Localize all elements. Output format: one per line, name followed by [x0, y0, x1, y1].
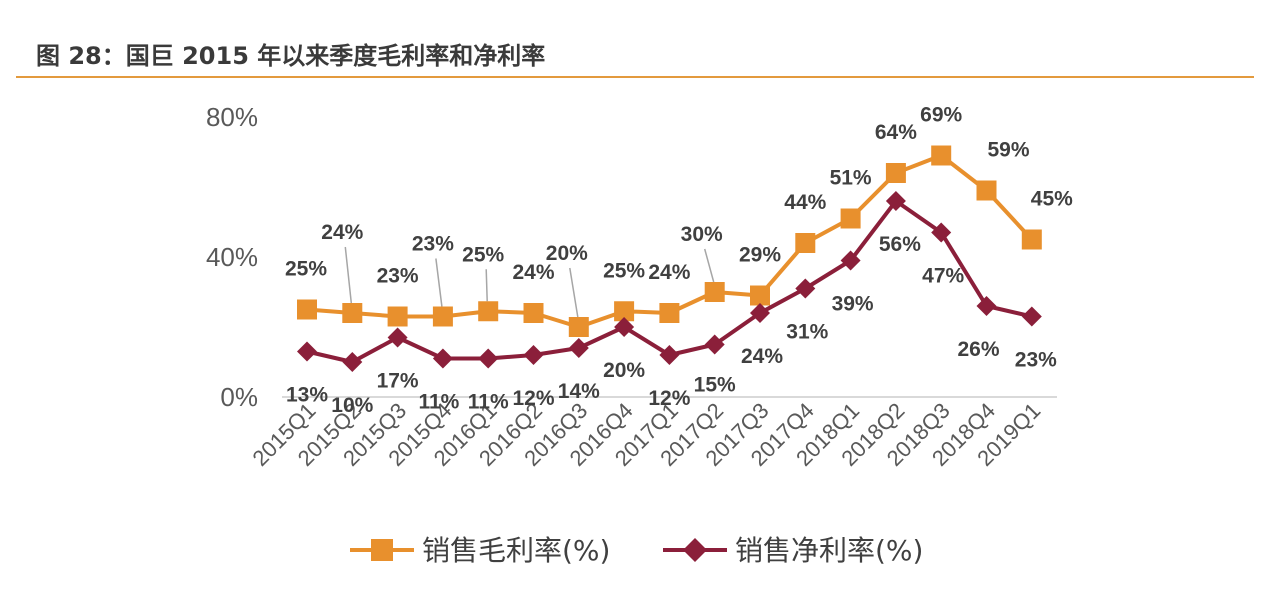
title-divider	[16, 76, 1254, 78]
legend-square-marker	[371, 539, 393, 561]
gross-margin-point	[659, 303, 680, 323]
net-margin-label: 20%	[603, 359, 645, 382]
y-tick-label: 40%	[206, 242, 258, 272]
net-margin-point	[432, 348, 453, 369]
gross-margin-point	[432, 306, 453, 327]
gross-margin-point	[297, 299, 317, 320]
legend-label: 销售毛利率(%)	[422, 534, 610, 567]
gross-margin-point	[1021, 229, 1042, 250]
gross-margin-point	[840, 208, 861, 229]
series-net-margin	[297, 191, 1042, 372]
gross-margin-point	[704, 282, 725, 302]
gross-margin-point	[523, 303, 544, 323]
net-margin-label: 56%	[879, 233, 921, 256]
net-margin-label: 24%	[741, 345, 783, 368]
label-leader-line	[703, 248, 715, 283]
net-margin-label: 10%	[331, 394, 373, 417]
y-tick-label: 80%	[206, 102, 258, 132]
gross-margin-point	[885, 163, 906, 183]
legend-label: 销售净利率(%)	[735, 534, 923, 567]
legend-diamond-marker	[683, 538, 707, 562]
legend: 销售毛利率(%) 销售净利率(%)	[350, 534, 923, 567]
gross-margin-label: 64%	[875, 121, 917, 144]
net-margin-label: 11%	[418, 391, 459, 414]
net-margin-label: 13%	[286, 384, 328, 407]
legend-item-net-margin: 销售净利率(%)	[663, 534, 923, 567]
gross-margin-label: 44%	[784, 191, 826, 214]
gross-margin-label: 59%	[987, 139, 1029, 162]
net-margin-point	[840, 250, 861, 271]
gross-margin-label: 69%	[920, 104, 962, 127]
series-gross-margin	[297, 145, 1042, 337]
net-margin-point	[387, 327, 408, 348]
gross-margin-point	[342, 303, 363, 323]
gross-margin-label: 24%	[321, 221, 363, 244]
y-tick-label: 0%	[220, 382, 258, 412]
gross-margin-point	[614, 301, 635, 322]
series-layer	[297, 145, 1042, 372]
label-leader-line	[485, 269, 488, 302]
gross-margin-point	[387, 306, 408, 327]
figure-title: 图 28：国巨 2015 年以来季度毛利率和净利率	[36, 42, 546, 70]
gross-margin-label: 24%	[648, 261, 690, 284]
net-margin-point	[342, 352, 363, 372]
net-margin-label: 11%	[468, 391, 509, 414]
gross-margin-label: 30%	[681, 223, 723, 246]
gross-margin-label: 51%	[830, 167, 872, 190]
net-margin-point	[1021, 306, 1042, 327]
gross-margin-label: 29%	[739, 244, 781, 267]
net-margin-label: 47%	[922, 265, 964, 288]
gross-margin-point	[931, 145, 952, 166]
data-labels: 25%24%23%23% 25%24%20%25% 24%30%29%44%51%6…	[285, 104, 1073, 418]
gross-margin-point	[568, 317, 589, 337]
net-margin-label: 26%	[957, 338, 999, 361]
net-margin-point	[297, 341, 317, 362]
net-margin-label: 12%	[648, 387, 690, 410]
net-margin-label: 12%	[512, 387, 554, 410]
gross-margin-point	[795, 233, 816, 253]
net-margin-point	[750, 303, 770, 323]
net-margin-point	[523, 345, 544, 365]
gross-margin-label: 25%	[462, 243, 504, 266]
net-margin-label: 23%	[1015, 349, 1057, 372]
net-margin-point	[931, 222, 952, 243]
net-margin-label: 15%	[694, 374, 736, 397]
label-leader-line	[344, 246, 353, 304]
label-leader-lines	[344, 246, 715, 318]
gross-margin-label: 23%	[377, 265, 419, 288]
y-axis: 0% 40% 80%	[206, 102, 258, 412]
net-margin-label: 31%	[786, 321, 828, 344]
gross-margin-label: 23%	[412, 233, 454, 256]
legend-item-gross-margin: 销售毛利率(%)	[350, 534, 610, 567]
net-margin-point	[795, 278, 816, 299]
gross-margin-label: 24%	[512, 261, 554, 284]
gross-margin-label: 20%	[546, 242, 588, 265]
label-leader-line	[569, 267, 579, 318]
net-margin-point	[568, 338, 589, 358]
net-margin-point	[976, 296, 997, 316]
gross-margin-point	[478, 301, 499, 322]
net-margin-point	[614, 317, 635, 337]
gross-margin-point	[976, 180, 997, 201]
gross-margin-label: 25%	[603, 259, 645, 282]
label-leader-line	[435, 258, 443, 307]
net-margin-point	[478, 348, 499, 369]
net-margin-label: 14%	[558, 380, 600, 403]
net-margin-label: 39%	[832, 293, 874, 316]
gross-margin-label: 25%	[285, 258, 327, 281]
net-margin-point	[885, 191, 906, 211]
gross-margin-label: 45%	[1031, 188, 1073, 211]
net-margin-point	[704, 334, 725, 355]
gross-margin-point	[750, 285, 770, 306]
net-margin-point	[659, 345, 680, 365]
net-margin-label: 17%	[377, 370, 419, 393]
